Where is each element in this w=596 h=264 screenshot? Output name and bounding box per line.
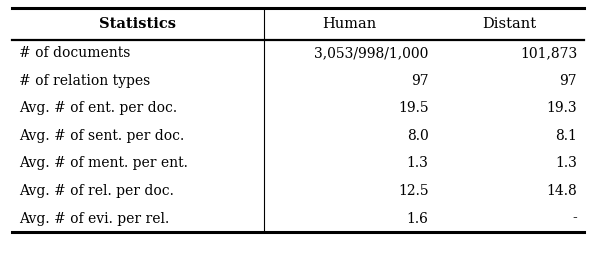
Text: 8.1: 8.1 — [555, 129, 577, 143]
Text: 1.3: 1.3 — [406, 157, 429, 171]
Text: 12.5: 12.5 — [398, 184, 429, 198]
Text: 19.5: 19.5 — [398, 101, 429, 115]
Text: 3,053/998/1,000: 3,053/998/1,000 — [314, 46, 429, 60]
Text: 8.0: 8.0 — [406, 129, 429, 143]
Text: Avg. # of rel. per doc.: Avg. # of rel. per doc. — [19, 184, 173, 198]
Text: Distant: Distant — [483, 17, 537, 31]
Text: # of relation types: # of relation types — [19, 74, 150, 88]
Text: 97: 97 — [560, 74, 577, 88]
Text: Human: Human — [322, 17, 377, 31]
Text: 1.6: 1.6 — [406, 211, 429, 225]
Text: 1.3: 1.3 — [555, 157, 577, 171]
Text: 19.3: 19.3 — [547, 101, 577, 115]
Text: Avg. # of sent. per doc.: Avg. # of sent. per doc. — [19, 129, 184, 143]
Text: Avg. # of ment. per ent.: Avg. # of ment. per ent. — [19, 157, 188, 171]
Text: Avg. # of ent. per doc.: Avg. # of ent. per doc. — [19, 101, 177, 115]
Text: # of documents: # of documents — [19, 46, 130, 60]
Text: 101,873: 101,873 — [520, 46, 577, 60]
Text: Statistics: Statistics — [100, 17, 176, 31]
Text: 14.8: 14.8 — [547, 184, 577, 198]
Text: 97: 97 — [411, 74, 429, 88]
Text: -: - — [573, 211, 577, 225]
Text: Avg. # of evi. per rel.: Avg. # of evi. per rel. — [19, 211, 169, 225]
